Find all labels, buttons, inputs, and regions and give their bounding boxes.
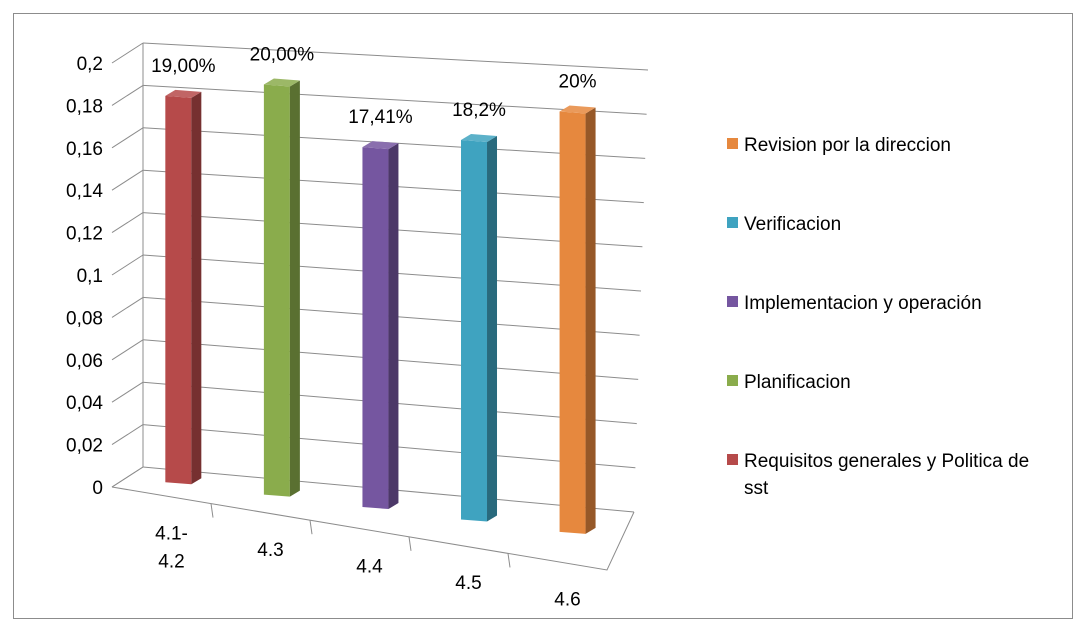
x-tick-label: 4.3 bbox=[257, 540, 283, 561]
data-label: 20% bbox=[559, 71, 597, 92]
y-tick-label: 0,04 bbox=[66, 393, 103, 414]
bar-2 bbox=[263, 78, 300, 497]
legend-item: Implementacion y operación bbox=[727, 293, 982, 314]
x-tick-mark bbox=[309, 520, 313, 535]
bar-5 bbox=[559, 105, 596, 534]
y-tick-label: 0 bbox=[92, 478, 103, 499]
legend-swatch bbox=[727, 217, 738, 228]
legend-swatch bbox=[727, 375, 738, 386]
legend-label: Implementacion y operación bbox=[744, 293, 982, 314]
legend-label: Planificacion bbox=[744, 372, 851, 393]
bar-top bbox=[165, 89, 202, 98]
gridline-side bbox=[111, 466, 144, 488]
data-label: 20,00% bbox=[250, 45, 315, 66]
bar-top bbox=[461, 134, 498, 143]
x-tick-mark bbox=[507, 553, 511, 568]
legend-swatch bbox=[727, 138, 738, 149]
y-tick-label: 0,12 bbox=[66, 224, 103, 245]
bar-1 bbox=[165, 89, 202, 485]
gridline-side bbox=[111, 424, 144, 446]
data-label: 19,00% bbox=[151, 56, 216, 77]
gridline-side bbox=[111, 254, 144, 276]
x-axis-tick-labels: 4.1-4.2 4.3 4.4 4.5 4.6 bbox=[155, 523, 581, 610]
y-axis-tick-labels: 0 0,02 0,04 0,06 0,08 0,1 0,12 0,14 0,16 0,18 0,2 bbox=[66, 54, 103, 499]
bar-front bbox=[165, 95, 192, 485]
gridline-side bbox=[111, 339, 144, 361]
y-tick-label: 0,02 bbox=[66, 436, 103, 457]
legend-swatch bbox=[727, 454, 738, 465]
bars bbox=[165, 78, 596, 534]
gridline-side bbox=[111, 127, 144, 149]
gridline-side bbox=[111, 381, 144, 403]
gridline bbox=[142, 84, 647, 115]
y-tick-label: 0,06 bbox=[66, 351, 103, 372]
legend: Revision por la direccion Verificacion Imp… bbox=[727, 135, 1029, 499]
gridline bbox=[142, 42, 649, 71]
x-tick-label: 4.5 bbox=[455, 573, 481, 594]
bar-top bbox=[263, 78, 300, 87]
bar-side bbox=[388, 143, 399, 510]
bar-side bbox=[289, 80, 300, 497]
bar-3 bbox=[362, 141, 399, 510]
bar-4 bbox=[461, 134, 498, 522]
legend-label: Requisitos generales y Politica de sst bbox=[744, 451, 1029, 499]
floor-edge bbox=[111, 486, 635, 571]
gridline-side bbox=[111, 212, 144, 234]
bar-top bbox=[559, 105, 596, 114]
legend-item: Revision por la direccion bbox=[727, 135, 951, 156]
legend-item: Planificacion bbox=[727, 372, 851, 393]
bar-side bbox=[585, 107, 596, 534]
data-label: 18,2% bbox=[452, 100, 506, 121]
bar-side bbox=[487, 136, 498, 522]
data-label: 17,41% bbox=[348, 107, 413, 128]
y-tick-label: 0,2 bbox=[77, 54, 103, 75]
legend-swatch bbox=[727, 296, 738, 307]
bar-top bbox=[362, 141, 399, 150]
bar-side bbox=[191, 91, 202, 485]
legend-label: Revision por la direccion bbox=[744, 135, 951, 156]
x-tick-label: 4.6 bbox=[554, 590, 580, 611]
y-tick-label: 0,14 bbox=[66, 181, 103, 202]
data-labels: 19,00% 20,00% 17,41% 18,2% 20% bbox=[151, 45, 597, 129]
bar-front bbox=[263, 84, 290, 497]
bar-front bbox=[461, 140, 488, 522]
y-tick-label: 0,08 bbox=[66, 308, 103, 329]
y-tick-label: 0,18 bbox=[66, 96, 103, 117]
gridline-side bbox=[111, 42, 144, 64]
x-tick-mark bbox=[210, 503, 214, 518]
gridline-side bbox=[111, 296, 144, 318]
legend-item: Requisitos generales y Politica de sst bbox=[727, 451, 1029, 499]
x-tick-mark bbox=[408, 536, 412, 551]
legend-item: Verificacion bbox=[727, 214, 841, 235]
y-tick-label: 0,16 bbox=[66, 139, 103, 160]
x-tick-label: 4.1-4.2 bbox=[155, 523, 188, 572]
x-tick-label: 4.4 bbox=[356, 557, 383, 578]
legend-label: Verificacion bbox=[744, 214, 841, 235]
gridline-side bbox=[111, 169, 144, 191]
y-tick-label: 0,1 bbox=[77, 266, 103, 287]
bar-front bbox=[559, 111, 586, 534]
gridline-side bbox=[111, 84, 144, 106]
bar-front bbox=[362, 147, 389, 510]
